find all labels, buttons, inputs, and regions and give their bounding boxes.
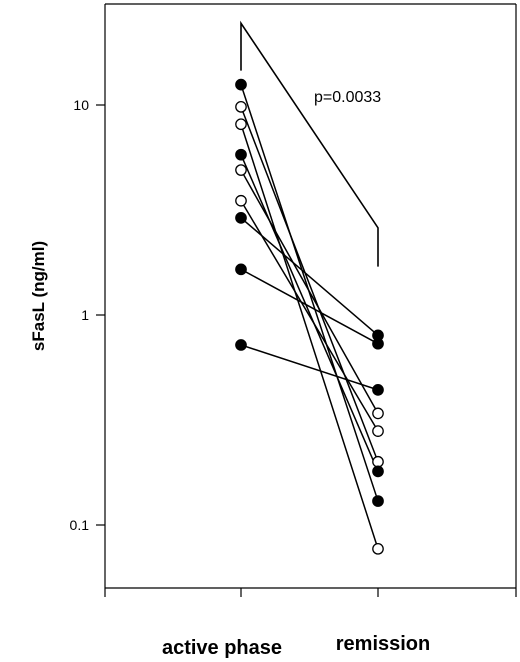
x-category-label-active-phase: active phase: [162, 637, 282, 659]
series-line: [240, 106, 379, 463]
y-tick-label: 0.1: [70, 517, 90, 533]
data-point-open: [372, 542, 384, 555]
y-tick-label: 1: [81, 307, 89, 323]
data-point-open: [372, 407, 384, 420]
series-line: [240, 123, 379, 550]
data-point-filled: [372, 495, 384, 507]
series-line: [240, 200, 379, 432]
data-point-open: [235, 118, 247, 131]
series-lines: [240, 84, 379, 550]
x-category-label-remission: remission: [336, 633, 430, 655]
series-line: [240, 154, 379, 472]
data-point-filled: [235, 263, 247, 276]
series-line: [240, 268, 379, 345]
data-point-open: [372, 425, 384, 437]
p-value-annotation: p=0.0033: [314, 89, 381, 106]
series-line: [240, 169, 379, 414]
data-point-filled: [235, 339, 247, 351]
data-point-open: [235, 164, 247, 176]
data-point-open: [235, 194, 247, 207]
y-ticks: 10 1 0.1: [70, 97, 105, 533]
bracket-line: [240, 20, 379, 267]
series-points: [235, 78, 384, 555]
significance-bracket: [240, 20, 379, 267]
data-point-filled: [235, 78, 247, 91]
data-point-open: [372, 455, 384, 468]
y-tick-label: 10: [73, 97, 89, 113]
data-point-filled: [235, 148, 247, 161]
data-point-filled: [372, 384, 384, 396]
data-point-filled: [372, 465, 384, 478]
data-point-filled: [372, 337, 384, 350]
series-line: [240, 217, 379, 336]
axes: [104, 3, 517, 597]
data-point-open: [235, 100, 247, 113]
y-axis-title: sFasL (ng/ml): [29, 241, 48, 351]
data-point-filled: [235, 212, 247, 224]
series-line: [240, 344, 379, 391]
